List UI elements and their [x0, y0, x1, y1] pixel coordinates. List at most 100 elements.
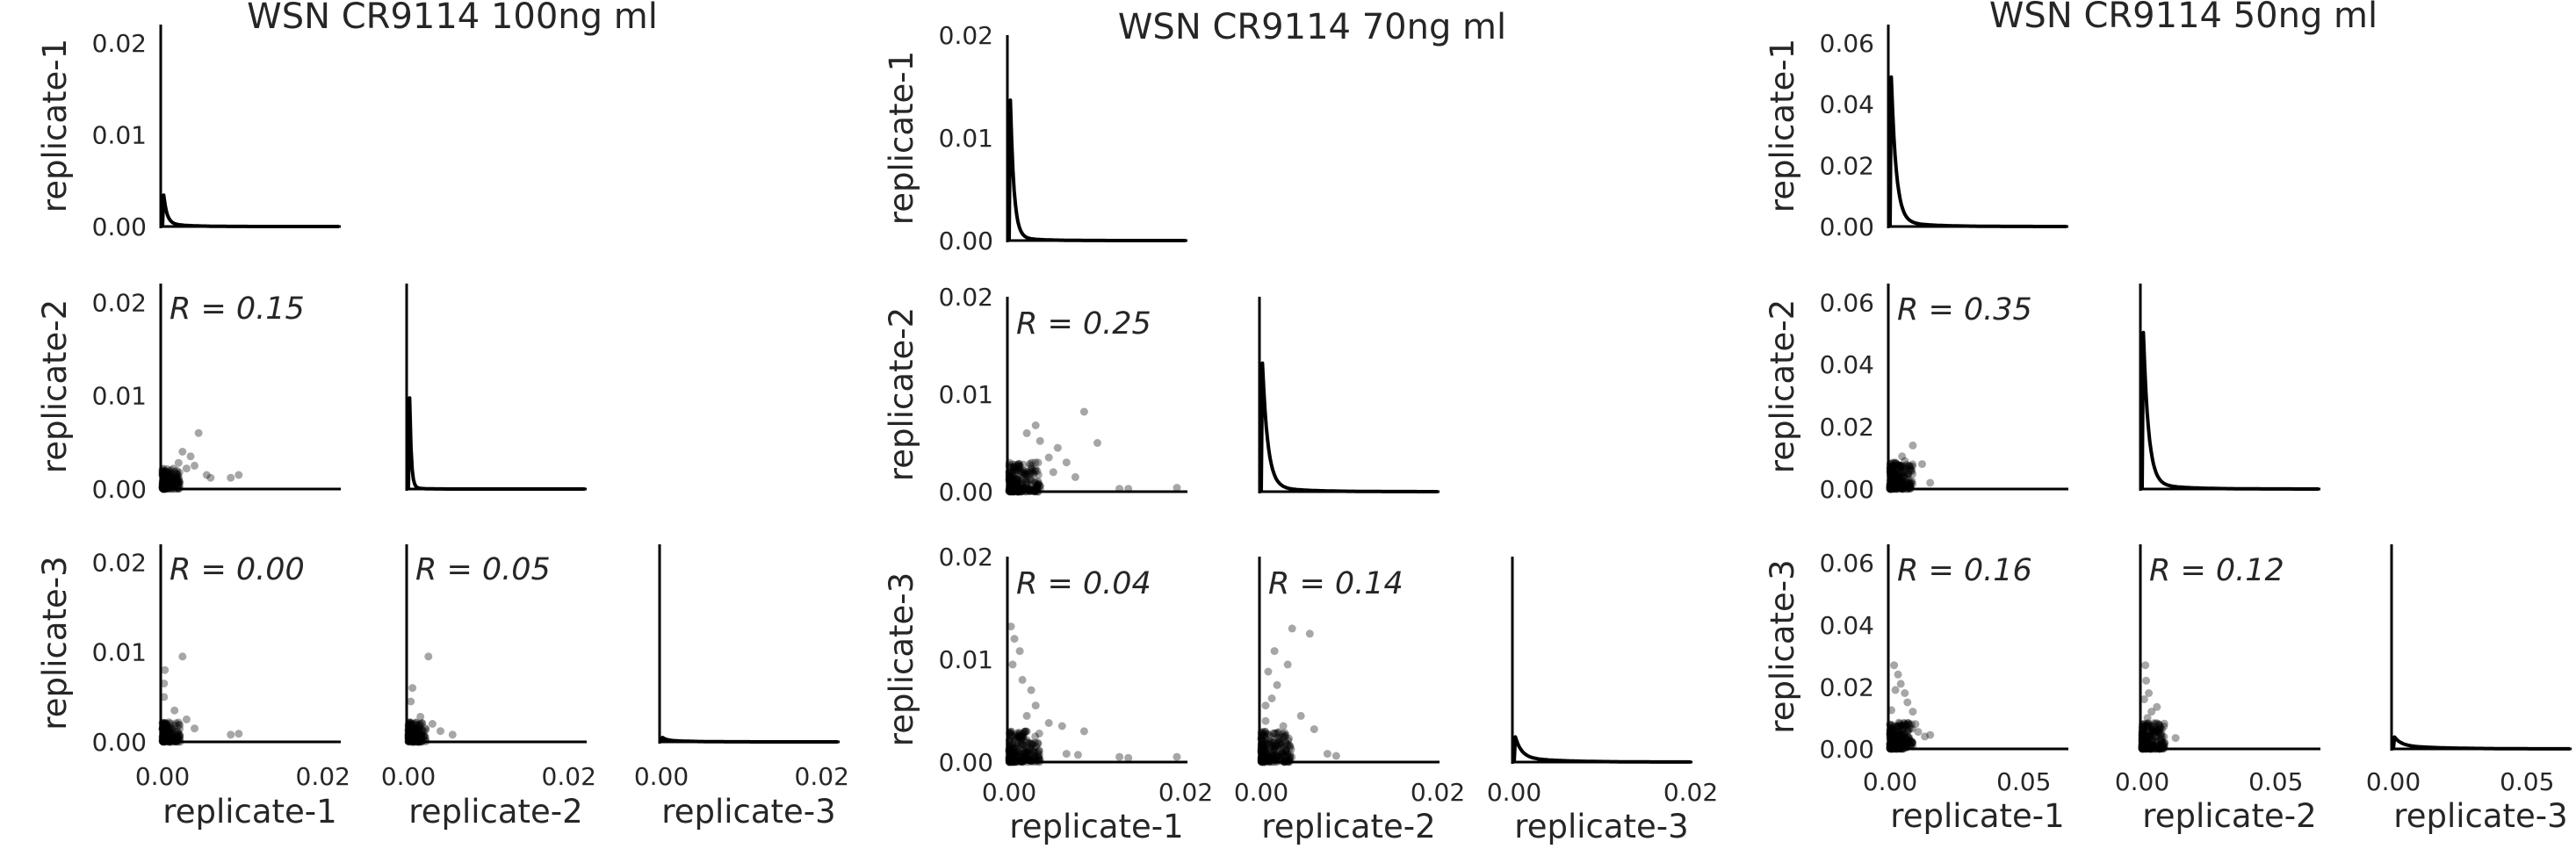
- scatter-point: [1267, 694, 1276, 702]
- scatter-point: [1016, 487, 1025, 496]
- scatter-point: [162, 735, 171, 744]
- scatter-point: [1265, 758, 1274, 766]
- chart-title-middle: WSN CR9114 70ng ml: [1118, 7, 1506, 47]
- scatter-point: [1062, 458, 1071, 467]
- scatter-point: [1027, 745, 1035, 753]
- scatter-point: [167, 470, 176, 478]
- scatter-point: [421, 732, 429, 741]
- scatter-point: [165, 485, 173, 493]
- scatter-point: [1027, 757, 1035, 766]
- scatter-point: [1011, 752, 1020, 761]
- scatter-point: [173, 484, 182, 493]
- scatter-point: [1010, 464, 1018, 472]
- scatter-point: [1268, 742, 1277, 751]
- scatter-point: [1020, 467, 1028, 476]
- scatter-point: [1011, 748, 1020, 756]
- scatter-point: [1026, 470, 1035, 478]
- scatter-point: [1035, 757, 1044, 765]
- x-axis-label: replicate-2: [2142, 797, 2316, 835]
- scatter-point: [411, 719, 420, 728]
- scatter-point: [1073, 751, 1082, 759]
- scatter-point: [1005, 458, 1014, 467]
- scatter-point: [1029, 487, 1038, 496]
- scatter-point: [1031, 486, 1040, 495]
- scatter-point: [1009, 487, 1017, 496]
- scatter-point: [162, 725, 171, 733]
- scatter-point: [169, 734, 177, 742]
- scatter-point: [1035, 752, 1043, 761]
- scatter-point: [165, 737, 174, 746]
- scatter-point: [1014, 757, 1023, 766]
- y-tick-labels: 0.00 0.02 0.04 0.06: [1820, 549, 1874, 764]
- scatter-point: [163, 731, 172, 740]
- scatter-point: [1028, 468, 1037, 477]
- x-axis-label: replicate-1: [162, 793, 336, 831]
- scatter-point: [1017, 757, 1026, 766]
- scatter-point: [162, 467, 170, 476]
- scatter-point: [1009, 463, 1018, 471]
- scatter-point: [1014, 747, 1022, 756]
- scatter-point: [174, 458, 183, 467]
- scatter-point: [166, 735, 175, 744]
- scatter-point: [167, 730, 176, 739]
- panel-replicate-2-vs-replicate-1: R = 0.15 0.00 0.01 0.02 replicate-2: [36, 284, 341, 504]
- x-tick-label: 0.02: [1158, 778, 1213, 807]
- y-tick-label: 0.00: [1820, 475, 1874, 504]
- scatter-point: [162, 737, 171, 746]
- scatter-point: [160, 467, 169, 476]
- scatter-point: [167, 725, 176, 734]
- y-tick-label: 0.00: [1820, 212, 1874, 241]
- scatter-point: [159, 733, 168, 742]
- scatter-point: [1296, 711, 1305, 720]
- scatter-point: [173, 727, 182, 736]
- scatter-point: [437, 727, 444, 736]
- scatter-point: [1008, 753, 1017, 762]
- scatter-point: [406, 726, 415, 735]
- scatter-point: [165, 476, 174, 485]
- scatter-point: [1034, 748, 1042, 757]
- scatter-point: [422, 725, 430, 734]
- scatter-point: [1034, 738, 1043, 747]
- scatter-point: [159, 464, 168, 473]
- y-tick-label: 0.06: [1820, 29, 1874, 58]
- scatter-point: [421, 736, 429, 745]
- scatter-point: [1008, 472, 1017, 481]
- y-tick-label: 0.01: [92, 120, 147, 149]
- chart-title-right: WSN CR9114 50ng ml: [1989, 0, 2378, 36]
- scatter-point: [1006, 476, 1014, 484]
- scatter-point: [164, 726, 173, 735]
- scatter-point: [1014, 478, 1022, 487]
- scatter-point: [1013, 482, 1021, 491]
- scatter-point: [1034, 739, 1043, 748]
- scatter-point: [409, 732, 418, 741]
- scatter-point: [1005, 486, 1014, 495]
- scatter-point: [1023, 751, 1032, 759]
- scatter-point: [1006, 756, 1014, 764]
- scatter-point: [405, 737, 414, 745]
- y-axis-label: replicate-1: [883, 51, 920, 225]
- density-curve-replicate-1: [1888, 75, 2067, 228]
- y-axis-label: replicate-2: [883, 307, 920, 481]
- scatter-point: [1026, 755, 1035, 764]
- x-tick-labels: 0.00 0.05: [2366, 767, 2555, 796]
- scatter-point: [1014, 460, 1023, 469]
- scatter-point: [172, 732, 181, 741]
- scatter-point: [1005, 756, 1014, 765]
- scatter-point: [160, 480, 169, 489]
- x-tick-label: 0.02: [296, 762, 350, 791]
- scatter-point: [1025, 485, 1034, 493]
- scatter-point: [1007, 751, 1015, 759]
- scatter-point: [162, 478, 171, 486]
- scatter-point: [1024, 485, 1033, 493]
- scatter-point: [409, 737, 418, 746]
- y-tick-label: 0.00: [939, 227, 993, 255]
- scatter-point: [164, 729, 173, 737]
- scatter-point: [167, 476, 176, 485]
- scatter-point: [1028, 481, 1036, 490]
- scatter-point: [419, 731, 428, 740]
- scatter-point: [1028, 458, 1036, 467]
- scatter-point: [1014, 732, 1023, 740]
- scatter-point: [2143, 714, 2152, 723]
- scatter-point: [1264, 667, 1273, 676]
- y-tick-label: 0.02: [1820, 151, 1874, 180]
